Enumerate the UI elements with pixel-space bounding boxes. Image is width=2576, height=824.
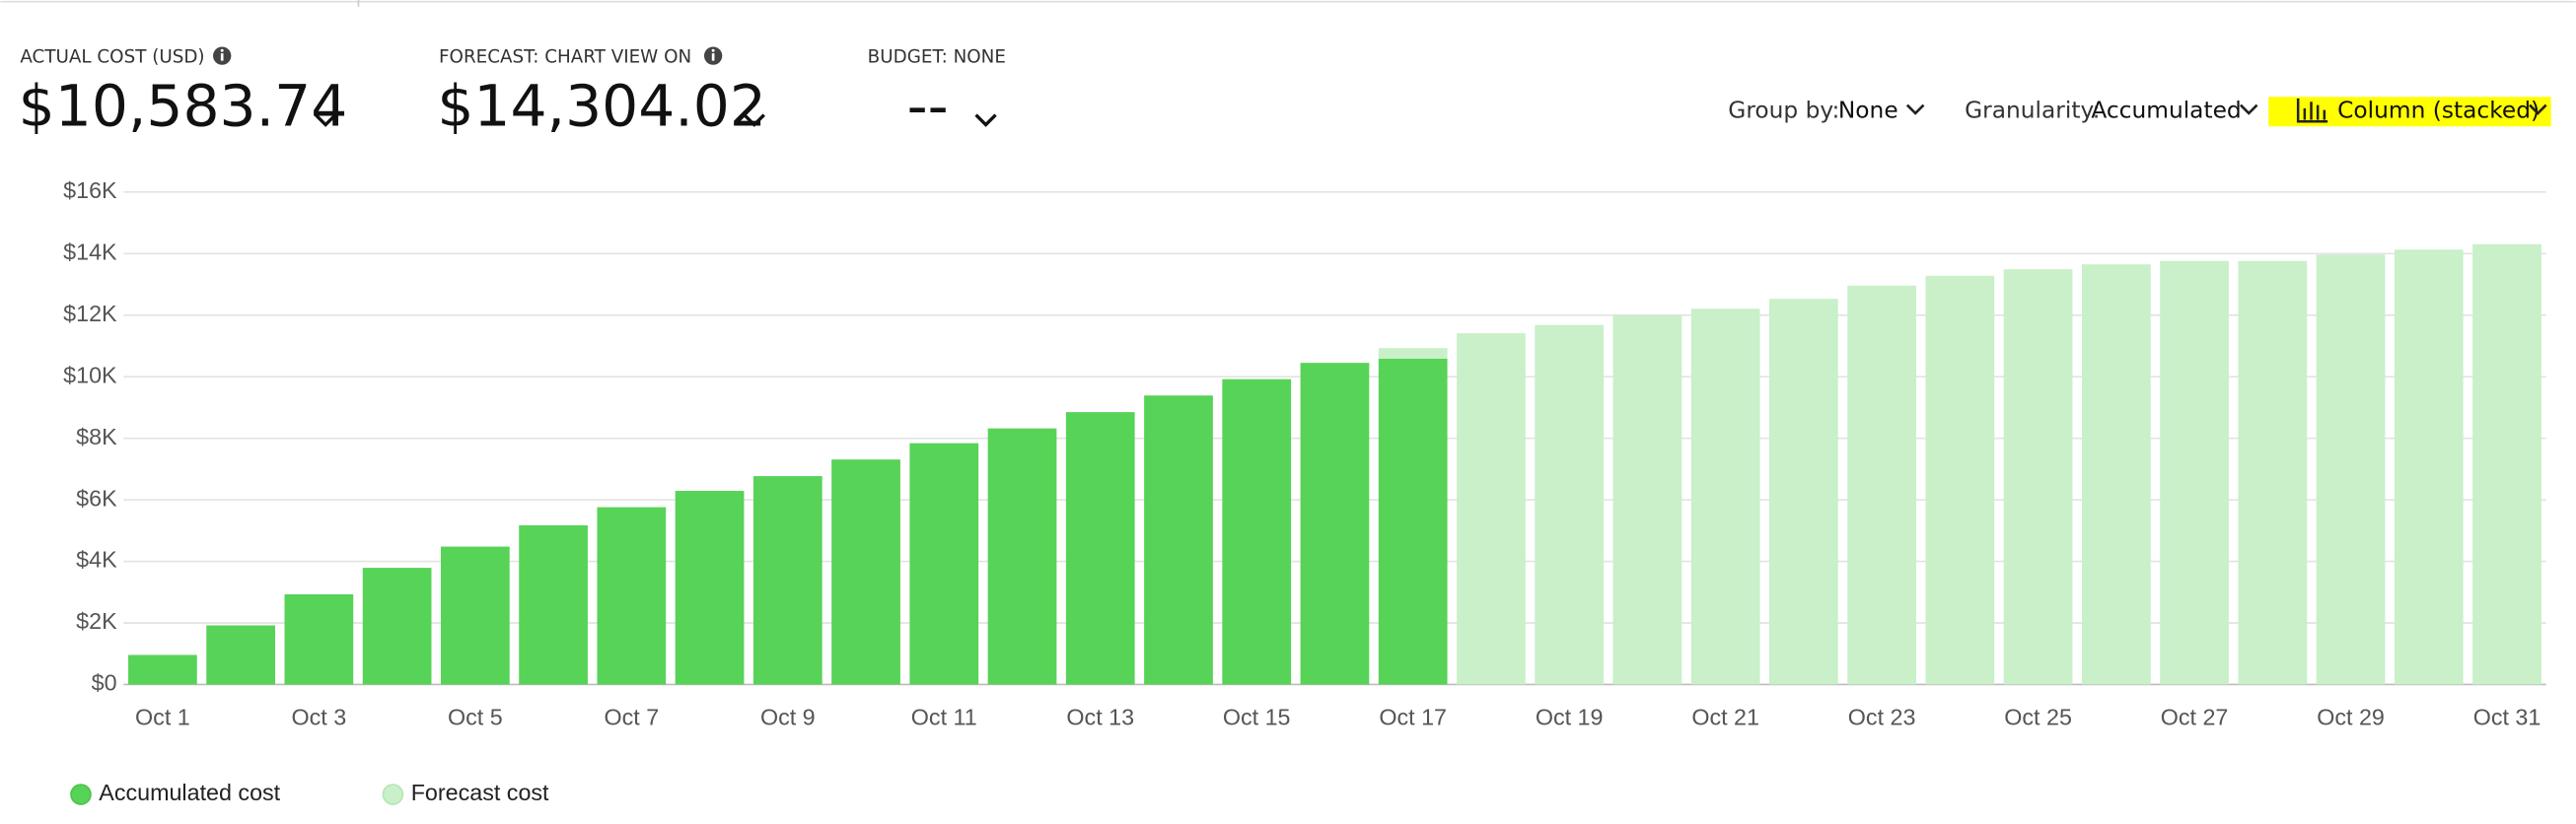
chevron[interactable] (974, 113, 997, 127)
bar (440, 546, 510, 685)
legend-item[interactable]: Accumulated cost (70, 780, 281, 805)
bar (2003, 269, 2073, 685)
bar (1457, 333, 1526, 685)
chevron (1905, 103, 1925, 115)
bar (987, 428, 1057, 685)
x-tick-label: Oct 23 (1848, 705, 1916, 730)
bar (1222, 378, 1292, 685)
info-icon[interactable] (213, 46, 232, 65)
group-by-label: Group by: (1728, 98, 1839, 124)
bar (675, 491, 745, 685)
forecast-label: FORECAST: CHART VIEW ON (439, 46, 691, 67)
y-tick-label: $0 (92, 670, 117, 696)
budget-label: BUDGET: NONE (868, 46, 1006, 67)
bar (284, 593, 354, 685)
bar (2238, 260, 2308, 685)
x-tick-label: Oct 29 (2317, 705, 2385, 730)
legend-label: Forecast cost (411, 780, 549, 805)
x-tick-label: Oct 31 (2473, 705, 2541, 730)
granularity-label: Granularity: (1965, 98, 2100, 124)
legend-item[interactable]: Forecast cost (382, 780, 549, 805)
bar (1300, 363, 1370, 685)
y-tick-label: $10K (63, 362, 117, 387)
bar (1612, 314, 1682, 685)
actual-cost-value[interactable]: $10,583.74 (19, 73, 348, 140)
x-tick-label: Oct 5 (448, 705, 503, 730)
bar (2160, 260, 2229, 685)
group-by-value: None (1838, 98, 1898, 124)
y-tick-label: $2K (76, 608, 117, 634)
bar (831, 459, 900, 685)
bar (2316, 254, 2386, 685)
bar (2472, 243, 2541, 685)
bar (519, 525, 588, 685)
bar (2081, 264, 2151, 685)
granularity-control[interactable]: Granularity: Accumulated (1965, 98, 2258, 124)
view-control[interactable]: Column (stacked) (2268, 97, 2551, 127)
x-tick-label: Oct 1 (135, 705, 190, 730)
y-tick-label: $6K (76, 485, 117, 511)
y-tick-label: $12K (63, 301, 117, 326)
bar (1535, 324, 1605, 685)
x-tick-label: Oct 25 (2004, 705, 2072, 730)
bar (362, 568, 432, 685)
bar (597, 507, 667, 685)
group-by-control[interactable]: Group by: None (1728, 98, 1925, 124)
actual-cost-label: ACTUAL COST (USD) (20, 46, 204, 67)
bar (206, 625, 275, 685)
y-tick-label: $4K (76, 547, 117, 573)
info-icon[interactable] (703, 46, 723, 65)
chevron[interactable] (314, 113, 337, 127)
x-tick-label: Oct 13 (1066, 705, 1134, 730)
budget-value[interactable]: -- (907, 73, 949, 140)
x-tick-label: Oct 7 (604, 705, 659, 730)
granularity-value: Accumulated (2091, 98, 2241, 124)
column-icon (2296, 98, 2328, 123)
forecast-value[interactable]: $14,304.02 (437, 73, 766, 140)
chevron[interactable] (743, 113, 765, 127)
bar (752, 476, 823, 685)
legend-swatch (382, 784, 404, 805)
x-tick-label: Oct 15 (1223, 705, 1291, 730)
legend-label: Accumulated cost (99, 780, 280, 805)
bar (1690, 309, 1760, 685)
bar (1769, 299, 1838, 685)
x-tick-label: Oct 17 (1379, 705, 1447, 730)
y-tick-label: $8K (76, 424, 117, 449)
chevron (2529, 103, 2547, 115)
view-value: Column (stacked) (2337, 98, 2540, 124)
bar (1378, 358, 1448, 685)
chevron (2239, 103, 2258, 115)
y-tick-label: $16K (63, 177, 117, 203)
x-tick-label: Oct 11 (911, 705, 977, 730)
bar (128, 654, 197, 685)
bar (2394, 249, 2464, 685)
bar (909, 443, 979, 685)
bar (1847, 285, 1916, 685)
bar (1925, 275, 1995, 685)
x-tick-label: Oct 19 (1536, 705, 1604, 730)
bar (1144, 395, 1213, 685)
bar (1065, 412, 1135, 685)
x-tick-label: Oct 21 (1691, 705, 1759, 730)
x-tick-label: Oct 3 (292, 705, 347, 730)
legend-swatch (70, 784, 92, 805)
y-tick-label: $14K (63, 239, 117, 264)
x-tick-label: Oct 9 (760, 705, 816, 730)
x-tick-label: Oct 27 (2161, 705, 2229, 730)
